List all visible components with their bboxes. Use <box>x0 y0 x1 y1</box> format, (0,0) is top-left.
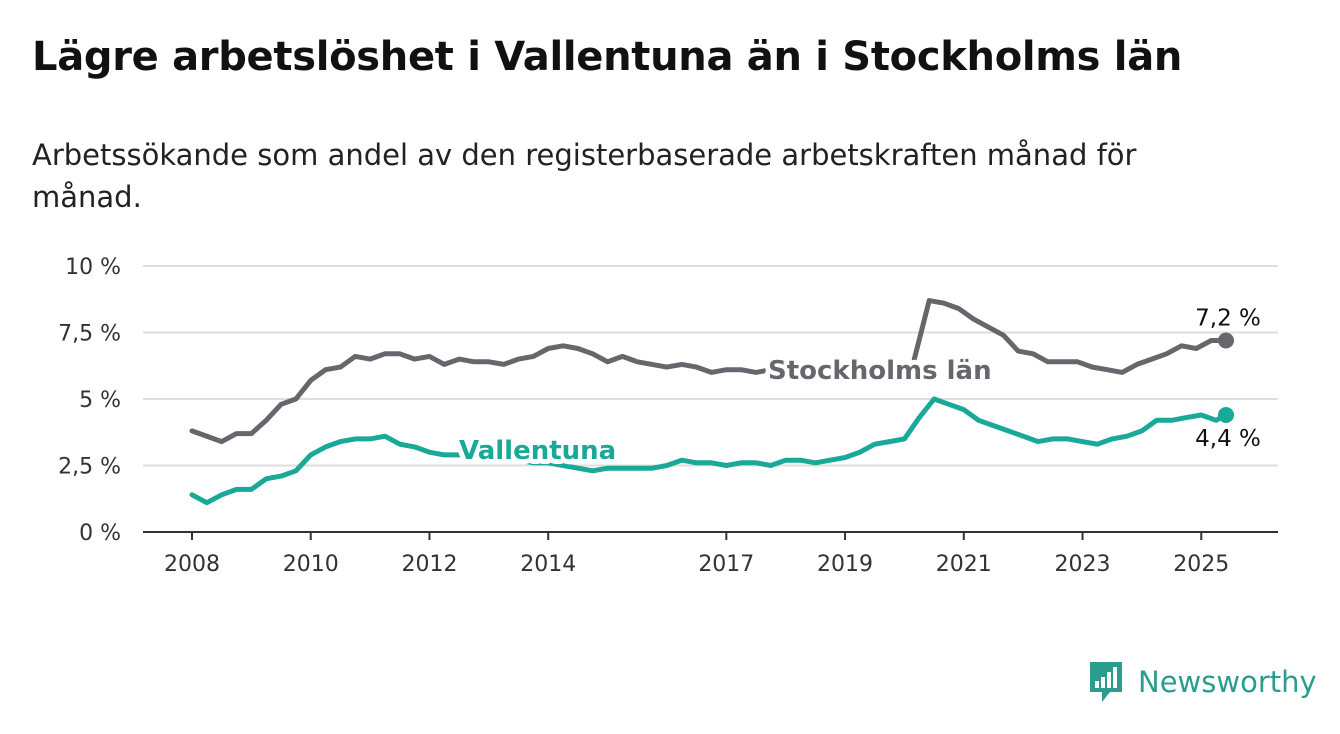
series-line-stockholms-l-n <box>189 343 784 445</box>
chart-subtitle: Arbetssökande som andel av den registerb… <box>32 138 1137 214</box>
x-tick-label: 2014 <box>520 552 576 577</box>
axis-layer: 0 % 2,5 % 5 % 7,5 % 10 % 2008 2010 2012 2014 2017… <box>58 255 1278 577</box>
x-tick-label: 2008 <box>164 552 220 577</box>
x-tick-label: 2025 <box>1173 552 1229 577</box>
series-line-stockholms-l-n <box>911 298 1229 375</box>
end-value-label-stockholms-l-n: 7,2 % <box>1195 305 1261 331</box>
bar-chart-logo-icon <box>1090 662 1122 702</box>
y-tick-label: 0 % <box>79 521 121 546</box>
series-line-vallentuna <box>189 396 1229 506</box>
y-tick-label: 2,5 % <box>58 455 121 480</box>
x-tick-label: 2019 <box>817 552 873 577</box>
series-layer <box>189 298 1234 506</box>
chart-title: Lägre arbetslöshet i Vallentuna än i Sto… <box>32 34 1183 80</box>
y-tick-label: 10 % <box>65 255 121 280</box>
end-point-stockholms-l-n <box>1218 332 1234 349</box>
series-label-stockholms-l-n: Stockholms län <box>768 356 992 386</box>
label-layer: 7,2 % Stockholms län 4,4 % Vallentuna <box>454 305 1261 471</box>
x-tick-label: 2021 <box>936 552 992 577</box>
end-point-vallentuna <box>1218 406 1234 423</box>
grid-layer <box>143 265 1278 467</box>
x-tick-label: 2023 <box>1055 552 1111 577</box>
x-tick-label: 2010 <box>283 552 339 577</box>
end-value-label-vallentuna: 4,4 % <box>1195 426 1261 452</box>
brand-name: Newsworthy <box>1138 665 1317 699</box>
series-label-vallentuna: Vallentuna <box>459 436 616 466</box>
y-tick-label: 7,5 % <box>58 322 121 347</box>
newsworthy-logo[interactable]: Newsworthy <box>1088 660 1317 704</box>
x-tick-label: 2017 <box>698 552 754 577</box>
x-tick-label: 2012 <box>401 552 457 577</box>
y-tick-label: 5 % <box>79 388 121 413</box>
